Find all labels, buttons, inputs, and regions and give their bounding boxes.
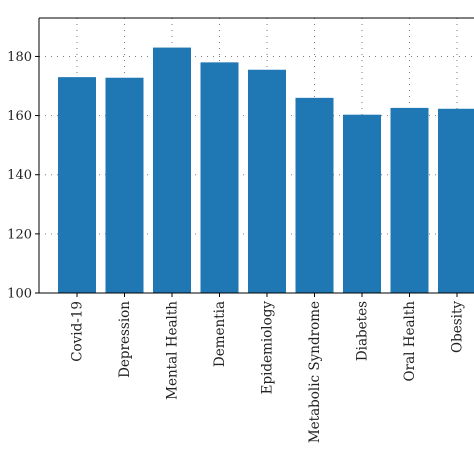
x-axis-ticks: Covid-19 Depression Mental Health Dementia E… — [70, 293, 466, 443]
bar-metabolic-syndrome — [295, 97, 334, 293]
bars-group — [58, 47, 474, 294]
bar-oral-health — [390, 107, 429, 293]
x-tick-label: Dementia — [212, 301, 228, 367]
x-tick-label: Epidemiology — [260, 301, 276, 395]
axes — [38, 17, 474, 294]
bar-depression — [105, 77, 144, 293]
y-tick-label: 100 — [7, 287, 32, 302]
bar-mental-health — [153, 47, 191, 294]
x-tick-label: Covid-19 — [70, 301, 86, 362]
y-tick-label: 180 — [7, 50, 32, 65]
bar-obesity — [438, 108, 474, 293]
x-tick-label: Diabetes — [355, 301, 371, 361]
bar-diabetes — [343, 114, 381, 294]
y-tick-label: 120 — [7, 227, 32, 242]
bar-covid-19 — [58, 77, 96, 293]
y-axis-ticks: 100 120 140 160 180 — [7, 50, 39, 302]
x-tick-label: Oral Health — [402, 301, 418, 382]
y-tick-label: 140 — [7, 168, 32, 183]
x-tick-label: Obesity — [450, 301, 466, 353]
y-tick-label: 160 — [7, 109, 32, 124]
x-tick-label: Metabolic Syndrome — [307, 301, 323, 443]
bar-dementia — [200, 62, 239, 293]
bar-epidemiology — [248, 69, 286, 293]
x-tick-label: Mental Health — [165, 301, 181, 400]
x-tick-label: Depression — [117, 301, 133, 378]
